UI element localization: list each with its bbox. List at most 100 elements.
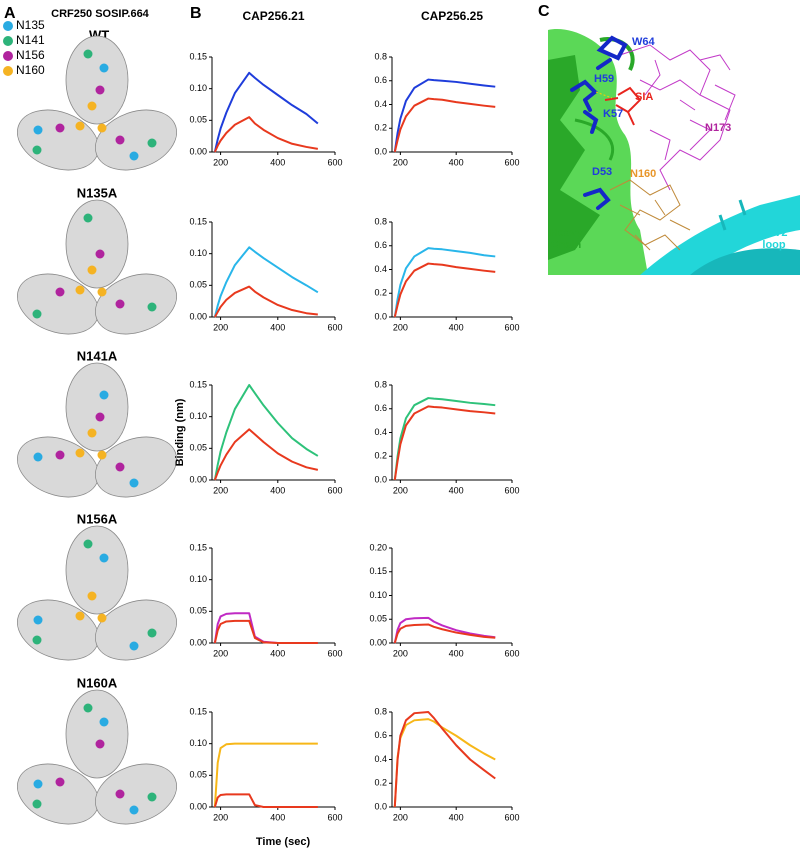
y-tick-label: 0.00 <box>189 146 207 156</box>
glycan-dot <box>55 123 65 133</box>
binding-curve <box>393 623 496 644</box>
x-tick-label: 200 <box>393 157 408 167</box>
protomer <box>94 763 178 825</box>
residue-label: W64 <box>632 36 656 48</box>
glycan-dot <box>87 265 97 275</box>
chain-label: Chain <box>551 239 582 251</box>
chart-title: CAP256.21 <box>242 9 304 23</box>
y-tick-label: 0.05 <box>189 115 207 125</box>
glycan-dot <box>32 799 42 809</box>
glycan-dot <box>95 249 105 259</box>
legend-label: N135 <box>16 18 45 32</box>
legend-label: N160 <box>16 63 45 77</box>
x-tick-label: 200 <box>393 485 408 495</box>
x-tick-label: 400 <box>449 812 464 822</box>
glycan-dot <box>129 805 139 815</box>
panel-label: C <box>538 3 550 20</box>
loop-label: V1V2 <box>761 227 788 239</box>
y-tick-label: 0.05 <box>189 606 207 616</box>
glycan-dot <box>115 462 125 472</box>
x-tick-label: 200 <box>213 322 228 332</box>
x-tick-label: 600 <box>504 157 519 167</box>
glycan-dot <box>147 628 157 638</box>
x-tick-label: 400 <box>270 648 285 658</box>
y-tick-label: 0.00 <box>189 474 207 484</box>
binding-curve <box>213 71 319 153</box>
y-tick-label: 0.10 <box>189 411 207 421</box>
x-tick-label: 600 <box>327 322 342 332</box>
glycan-dot <box>147 138 157 148</box>
y-tick-label: 0.00 <box>189 311 207 321</box>
glycan-dot <box>87 591 97 601</box>
variant-label: N141A <box>77 348 118 363</box>
residue-label: N173 <box>705 122 731 134</box>
glycan-dot <box>97 123 107 133</box>
y-tick-label: 0.8 <box>374 51 387 61</box>
residue-label: H59 <box>594 73 614 85</box>
y-tick-label: 0.4 <box>374 264 387 274</box>
glycan-dot <box>83 703 93 713</box>
y-tick-label: 0.20 <box>369 542 387 552</box>
trimer <box>16 199 178 335</box>
binding-curve <box>213 619 318 644</box>
glycan-dot <box>55 450 65 460</box>
protomer <box>65 689 129 779</box>
y-tick-label: 0.4 <box>374 754 387 764</box>
glycan-dot <box>83 539 93 549</box>
y-tick-label: 0.4 <box>374 427 387 437</box>
legend-dot <box>3 36 13 46</box>
glycan-dot <box>33 615 43 625</box>
y-tick-label: 0.8 <box>374 379 387 389</box>
binding-curve <box>393 616 496 644</box>
glycan-dot <box>87 428 97 438</box>
glycan-dot <box>115 135 125 145</box>
glycan-dot <box>147 792 157 802</box>
y-tick-label: 0.4 <box>374 99 387 109</box>
x-tick-label: 200 <box>213 812 228 822</box>
loop-label: loop <box>762 239 785 251</box>
glycan-dot <box>99 63 109 73</box>
protomer <box>94 109 178 171</box>
binding-curve <box>213 612 318 644</box>
residue-label: N160 <box>630 168 656 180</box>
x-tick-label: 200 <box>393 812 408 822</box>
y-tick-label: 0.2 <box>374 778 387 788</box>
glycan-dot <box>99 390 109 400</box>
y-tick-label: 0.6 <box>374 240 387 250</box>
protomer <box>94 273 178 335</box>
glycan-dot <box>97 613 107 623</box>
glycan-dot <box>129 641 139 651</box>
trimer <box>16 362 178 498</box>
x-tick-label: 200 <box>213 157 228 167</box>
glycan-dot <box>75 448 85 458</box>
y-tick-label: 0.0 <box>374 474 387 484</box>
glycan-dot <box>87 101 97 111</box>
glycan-dot <box>95 412 105 422</box>
binding-curve <box>393 78 496 153</box>
x-tick-label: 200 <box>393 322 408 332</box>
binding-curve <box>213 793 318 808</box>
x-tick-label: 200 <box>213 485 228 495</box>
x-tick-label: 400 <box>270 322 285 332</box>
trimer <box>16 525 178 661</box>
x-tick-label: 600 <box>327 648 342 658</box>
structure-art <box>548 29 800 275</box>
glycan-dot <box>32 635 42 645</box>
binding-curve <box>393 405 496 481</box>
variant-label: N160A <box>77 675 118 690</box>
y-tick-label: 0.05 <box>189 443 207 453</box>
x-tick-label: 600 <box>504 322 519 332</box>
y-tick-label: 0.10 <box>189 248 207 258</box>
y-tick-label: 0.15 <box>189 216 207 226</box>
legend-dot <box>3 51 13 61</box>
y-tick-label: 0.15 <box>189 542 207 552</box>
binding-curve <box>213 742 318 808</box>
protomer <box>94 436 178 498</box>
glycan-dot <box>97 287 107 297</box>
x-tick-label: 400 <box>270 812 285 822</box>
residue-label: SIA <box>635 91 653 103</box>
y-tick-label: 0.2 <box>374 288 387 298</box>
glycan-dot <box>55 777 65 787</box>
binding-curve <box>393 97 496 153</box>
